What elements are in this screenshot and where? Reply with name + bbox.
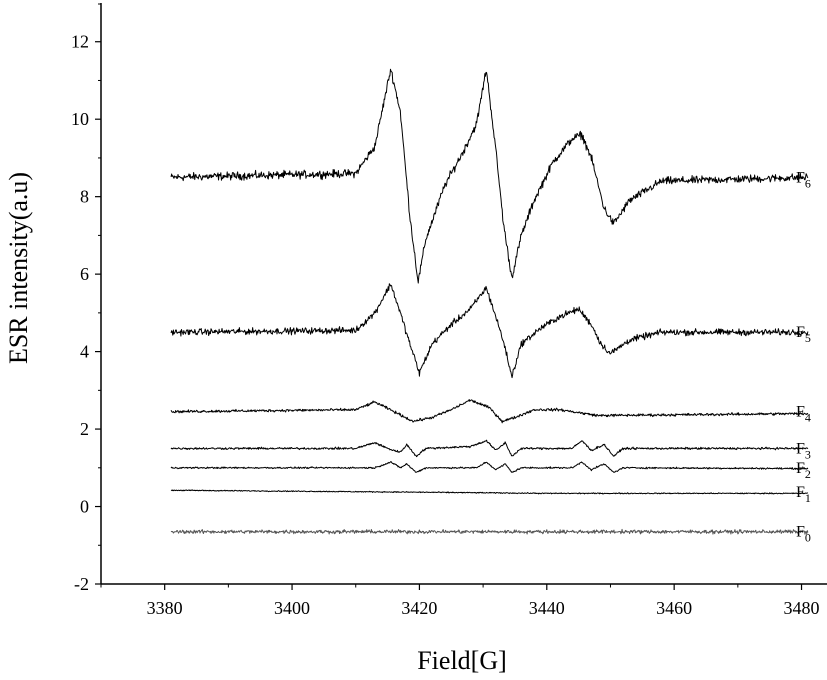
series-line-f6: [170, 68, 809, 284]
x-tick-label: 3420: [401, 598, 437, 618]
series-line-f2: [170, 461, 809, 473]
series-line-f1: [170, 489, 809, 495]
y-tick-label: 10: [71, 109, 89, 129]
series-lines: [170, 68, 809, 535]
y-tick-label: -2: [74, 574, 89, 594]
x-tick-label: 3480: [784, 598, 820, 618]
y-tick-label: 0: [80, 497, 89, 517]
x-tick-label: 3460: [656, 598, 692, 618]
y-tick-label: 6: [80, 264, 89, 284]
series-line-f0: [170, 528, 809, 535]
series-line-f3: [170, 439, 809, 458]
series-line-f5: [170, 283, 809, 379]
y-tick-label: 8: [80, 187, 89, 207]
series-label: F6: [796, 169, 811, 190]
x-tick-label: 3440: [529, 598, 565, 618]
series-label: F2: [796, 460, 811, 481]
y-tick-label: 12: [71, 32, 89, 52]
x-axis-title: Field[G]: [417, 646, 507, 675]
series-label: F4: [796, 404, 811, 425]
axes: -2 0 2 4 6 8 10 12 3380 3400 3420 3440 3460 3480: [71, 3, 827, 618]
series-label: F1: [796, 484, 811, 505]
y-tick-label: 2: [80, 419, 89, 439]
series-label: F3: [796, 440, 811, 461]
y-axis-title: ESR intensity(a.u): [4, 172, 33, 364]
series-line-f4: [170, 399, 809, 424]
x-tick-label: 3400: [274, 598, 310, 618]
series-label: F0: [796, 524, 811, 545]
y-tick-label: 4: [80, 342, 89, 362]
series-label: F5: [796, 324, 811, 345]
x-tick-label: 3380: [147, 598, 183, 618]
